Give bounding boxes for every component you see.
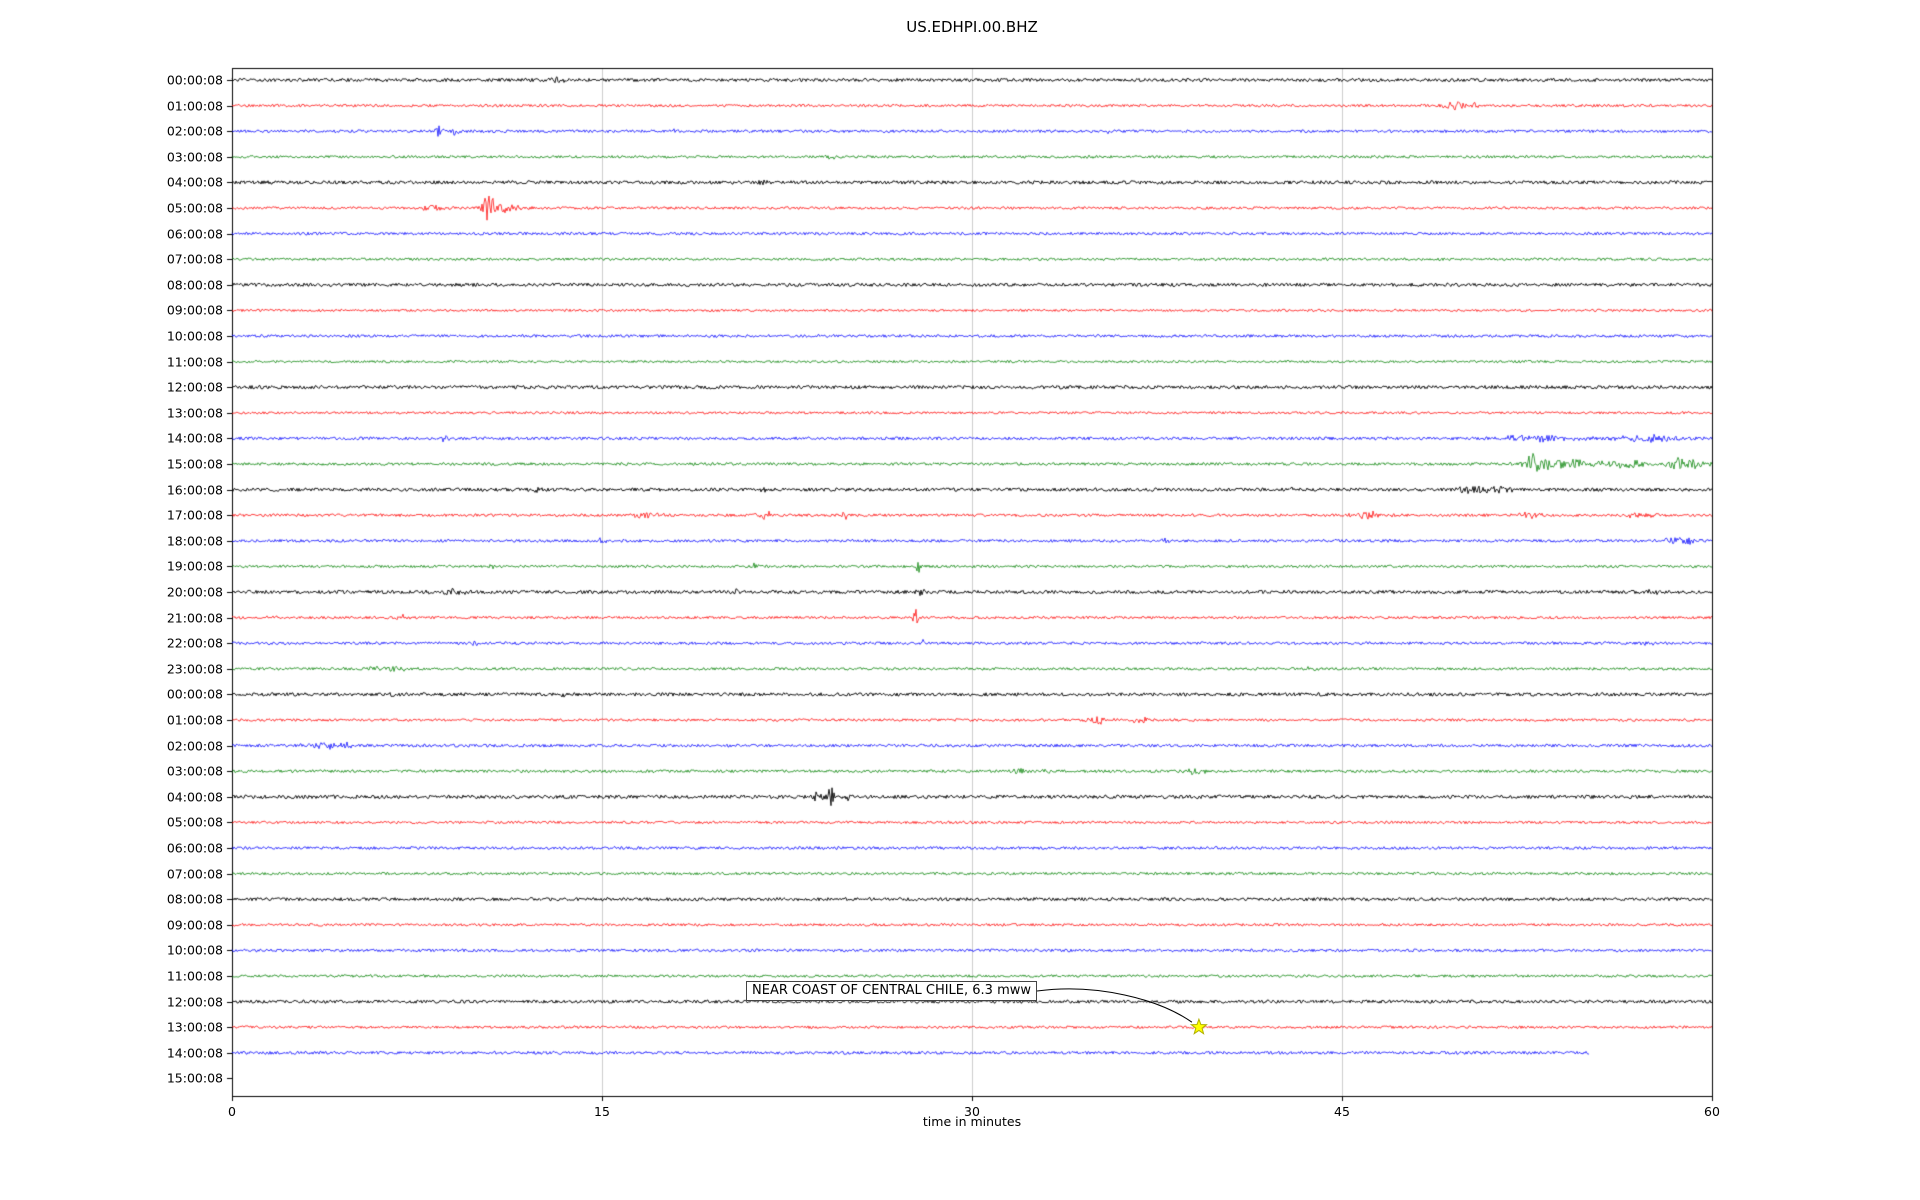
y-axis-label: 06:00:08 [166,226,223,242]
y-axis-label: 18:00:08 [166,533,223,549]
event-annotation: NEAR COAST OF CENTRAL CHILE, 6.3 mww [746,981,1038,1001]
y-axis-label: 11:00:08 [166,968,223,984]
y-axis-label: 13:00:08 [166,405,223,421]
y-axis-label: 04:00:08 [166,789,223,805]
y-axis-label: 05:00:08 [166,200,223,216]
y-axis-label: 10:00:08 [166,328,223,344]
y-axis-label: 05:00:08 [166,814,223,830]
y-axis-label: 21:00:08 [166,610,223,626]
x-axis-tick-label: 0 [228,1104,236,1119]
y-axis-label: 14:00:08 [166,1045,223,1061]
y-axis-label: 08:00:08 [166,891,223,907]
x-axis-tick-label: 45 [1334,1104,1350,1119]
x-axis-tick-label: 15 [594,1104,610,1119]
x-axis-tick-label: 60 [1704,1104,1720,1119]
y-axis-label: 08:00:08 [166,277,223,293]
y-axis-label: 20:00:08 [166,584,223,600]
y-axis-label: 11:00:08 [166,354,223,370]
y-axis-label: 07:00:08 [166,866,223,882]
y-axis-label: 12:00:08 [166,994,223,1010]
x-axis-title: time in minutes [922,1114,1022,1129]
y-axis-label: 03:00:08 [166,149,223,165]
y-axis-label: 22:00:08 [166,635,223,651]
y-axis-label: 15:00:08 [166,456,223,472]
y-axis-label: 19:00:08 [166,558,223,574]
y-axis-label: 03:00:08 [166,763,223,779]
y-axis-label: 06:00:08 [166,840,223,856]
y-axis-label: 02:00:08 [166,738,223,754]
y-axis-label: 01:00:08 [166,712,223,728]
y-axis-label: 15:00:08 [166,1070,223,1086]
x-axis-tick-label: 30 [964,1104,980,1119]
y-axis-label: 01:00:08 [166,98,223,114]
y-axis-label: 23:00:08 [166,661,223,677]
y-axis-label: 17:00:08 [166,507,223,523]
y-axis-label: 14:00:08 [166,430,223,446]
y-axis-label: 00:00:08 [166,686,223,702]
y-axis-label: 10:00:08 [166,942,223,958]
y-axis-label: 12:00:08 [166,379,223,395]
y-axis-label: 02:00:08 [166,123,223,139]
y-axis-label: 00:00:08 [166,72,223,88]
y-axis-label: 16:00:08 [166,482,223,498]
y-axis-label: 07:00:08 [166,251,223,267]
y-axis-label: 04:00:08 [166,174,223,190]
y-axis-label: 09:00:08 [166,917,223,933]
y-axis-label: 13:00:08 [166,1019,223,1035]
y-axis-label: 09:00:08 [166,302,223,318]
